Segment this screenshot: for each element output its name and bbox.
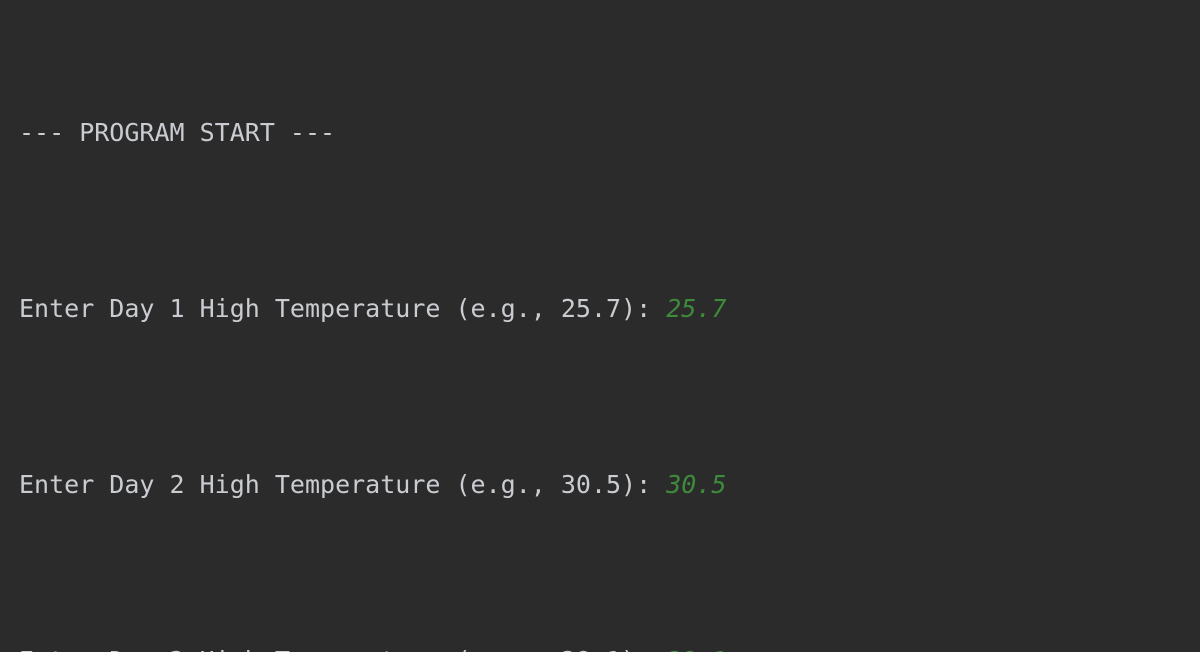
- day2-user-input: 30.5: [666, 470, 727, 499]
- program-start-line: --- PROGRAM START ---: [19, 118, 336, 147]
- day2-prompt: Enter Day 2 High Temperature (e.g., 30.5…: [19, 470, 667, 499]
- day2-prompt-line: Enter Day 2 High Temperature (e.g., 30.5…: [19, 463, 1200, 507]
- day3-prompt: Enter Day 3 High Temperature (e.g., 28.1…: [19, 646, 666, 652]
- day3-user-input: 28.1: [666, 646, 726, 652]
- day1-user-input: 25.7: [666, 294, 727, 323]
- day1-prompt-line: Enter Day 1 High Temperature (e.g., 25.7…: [19, 287, 1200, 331]
- day1-prompt: Enter Day 1 High Temperature (e.g., 25.7…: [19, 294, 667, 323]
- day3-prompt-line: Enter Day 3 High Temperature (e.g., 28.1…: [19, 639, 1200, 652]
